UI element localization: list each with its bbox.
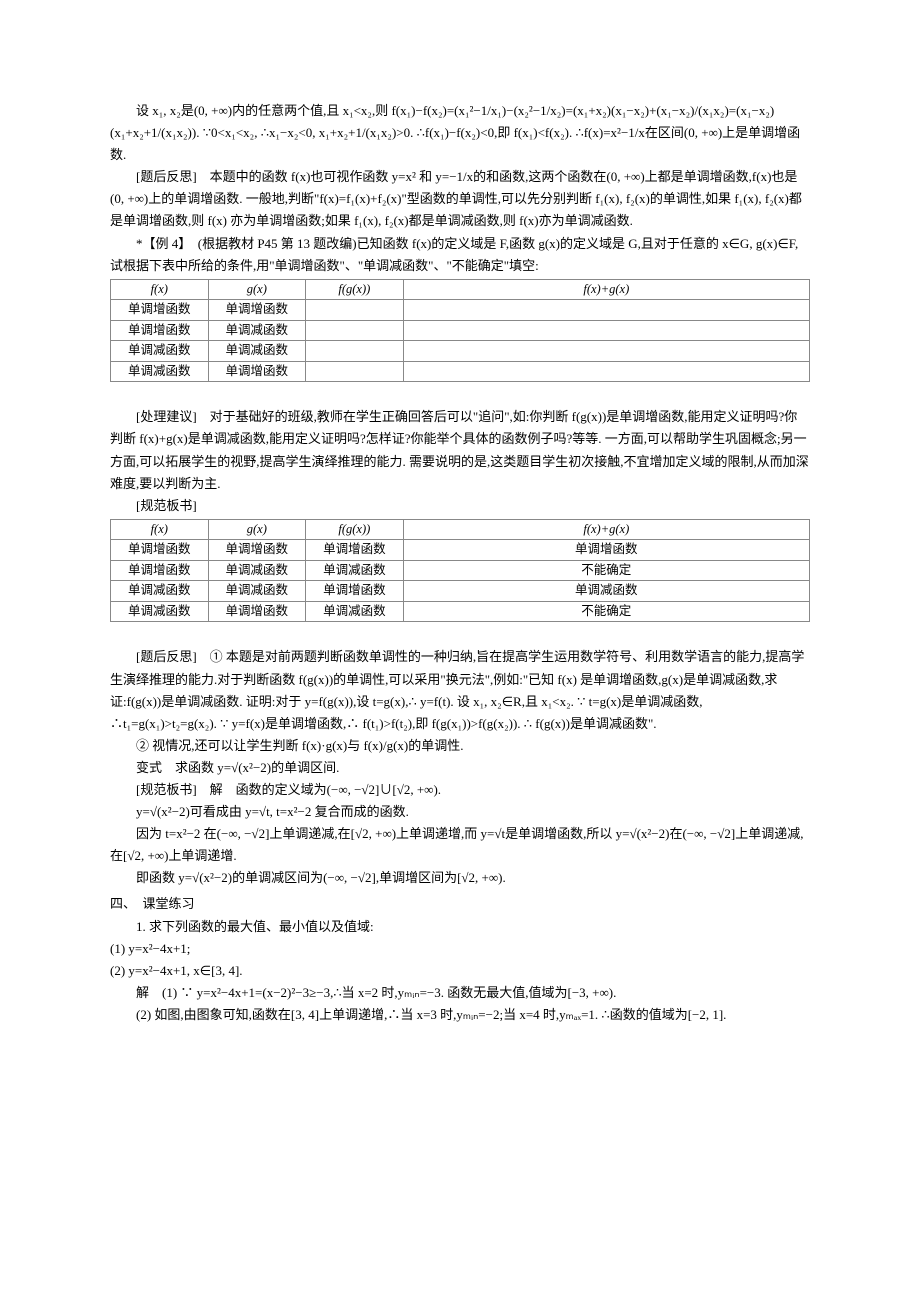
- cell: 单调减函数: [403, 581, 809, 602]
- cell: [306, 341, 404, 362]
- cell: [403, 300, 809, 321]
- cell: [306, 361, 404, 382]
- cell: 单调增函数: [306, 540, 404, 561]
- cell: [403, 320, 809, 341]
- table-row: 单调增函数 单调增函数 单调增函数 单调增函数: [111, 540, 810, 561]
- table-row: 单调增函数 单调减函数: [111, 320, 810, 341]
- paragraph-8: 变式 求函数 y=√(x²−2)的单调区间.: [110, 757, 810, 779]
- table-1: f(x) g(x) f(g(x)) f(x)+g(x) 单调增函数 单调增函数 …: [110, 279, 810, 383]
- cell: f(x)+g(x): [403, 519, 809, 540]
- paragraph-4: [处理建议] 对于基础好的班级,教师在学生正确回答后可以"追问",如:你判断 f…: [110, 406, 810, 494]
- table-row: f(x) g(x) f(g(x)) f(x)+g(x): [111, 519, 810, 540]
- cell: 不能确定: [403, 601, 809, 622]
- cell: 单调增函数: [111, 320, 209, 341]
- cell: [306, 300, 404, 321]
- solution-2: (2) 如图,由图象可知,函数在[3, 4]上单调递增,∴当 x=3 时,yₘᵢ…: [110, 1004, 810, 1026]
- table-row: 单调减函数 单调增函数: [111, 361, 810, 382]
- section-heading: 四、 课堂练习: [110, 893, 810, 915]
- cell: [403, 341, 809, 362]
- table-2: f(x) g(x) f(g(x)) f(x)+g(x) 单调增函数 单调增函数 …: [110, 519, 810, 623]
- cell: g(x): [208, 519, 306, 540]
- cell: 单调增函数: [208, 601, 306, 622]
- paragraph-10: y=√(x²−2)可看成由 y=√t, t=x²−2 复合而成的函数.: [110, 801, 810, 823]
- exercise-1-1: (1) y=x²−4x+1;: [110, 938, 810, 960]
- paragraph-11: 因为 t=x²−2 在(−∞, −√2]上单调递减,在[√2, +∞)上单调递增…: [110, 823, 810, 867]
- paragraph-1: 设 x₁, x₂是(0, +∞)内的任意两个值,且 x₁<x₂,则 f(x₁)−…: [110, 100, 810, 166]
- cell: 单调减函数: [111, 341, 209, 362]
- cell: 单调减函数: [111, 361, 209, 382]
- table-row: 单调减函数 单调减函数 单调增函数 单调减函数: [111, 581, 810, 602]
- cell: 单调增函数: [208, 300, 306, 321]
- table-row: 单调减函数 单调减函数: [111, 341, 810, 362]
- cell: 单调增函数: [111, 300, 209, 321]
- exercise-1-2: (2) y=x²−4x+1, x∈[3, 4].: [110, 960, 810, 982]
- cell: 单调增函数: [111, 560, 209, 581]
- cell: 单调减函数: [306, 601, 404, 622]
- cell: 单调减函数: [111, 581, 209, 602]
- cell: 单调减函数: [111, 601, 209, 622]
- cell: f(g(x)): [306, 279, 404, 300]
- cell: 单调增函数: [403, 540, 809, 561]
- cell: g(x): [208, 279, 306, 300]
- cell: [403, 361, 809, 382]
- solution-1: 解 (1) ∵ y=x²−4x+1=(x−2)²−3≥−3,∴当 x=2 时,y…: [110, 982, 810, 1004]
- cell: 单调减函数: [306, 560, 404, 581]
- table-row: 单调增函数 单调增函数: [111, 300, 810, 321]
- table-row: 单调增函数 单调减函数 单调减函数 不能确定: [111, 560, 810, 581]
- paragraph-12: 即函数 y=√(x²−2)的单调减区间为(−∞, −√2],单调增区间为[√2,…: [110, 867, 810, 889]
- cell: 单调增函数: [111, 540, 209, 561]
- cell: f(g(x)): [306, 519, 404, 540]
- paragraph-5: [规范板书]: [110, 495, 810, 517]
- paragraph-6: [题后反思] ① 本题是对前两题判断函数单调性的一种归纳,旨在提高学生运用数学符…: [110, 646, 810, 734]
- cell: 单调减函数: [208, 581, 306, 602]
- paragraph-3: *【例 4】 (根据教材 P45 第 13 题改编)已知函数 f(x)的定义域是…: [110, 233, 810, 277]
- cell: f(x): [111, 519, 209, 540]
- cell: 单调减函数: [208, 320, 306, 341]
- cell: f(x)+g(x): [403, 279, 809, 300]
- table-row: f(x) g(x) f(g(x)) f(x)+g(x): [111, 279, 810, 300]
- cell: 不能确定: [403, 560, 809, 581]
- paragraph-7: ② 视情况,还可以让学生判断 f(x)·g(x)与 f(x)/g(x)的单调性.: [110, 735, 810, 757]
- cell: 单调增函数: [208, 361, 306, 382]
- table-row: 单调减函数 单调增函数 单调减函数 不能确定: [111, 601, 810, 622]
- cell: 单调减函数: [208, 341, 306, 362]
- paragraph-9: [规范板书] 解 函数的定义域为(−∞, −√2]∪[√2, +∞).: [110, 779, 810, 801]
- cell: 单调减函数: [208, 560, 306, 581]
- exercise-1: 1. 求下列函数的最大值、最小值以及值域:: [110, 916, 810, 938]
- cell: 单调增函数: [306, 581, 404, 602]
- paragraph-2: [题后反思] 本题中的函数 f(x)也可视作函数 y=x² 和 y=−1/x的和…: [110, 166, 810, 232]
- cell: f(x): [111, 279, 209, 300]
- cell: 单调增函数: [208, 540, 306, 561]
- cell: [306, 320, 404, 341]
